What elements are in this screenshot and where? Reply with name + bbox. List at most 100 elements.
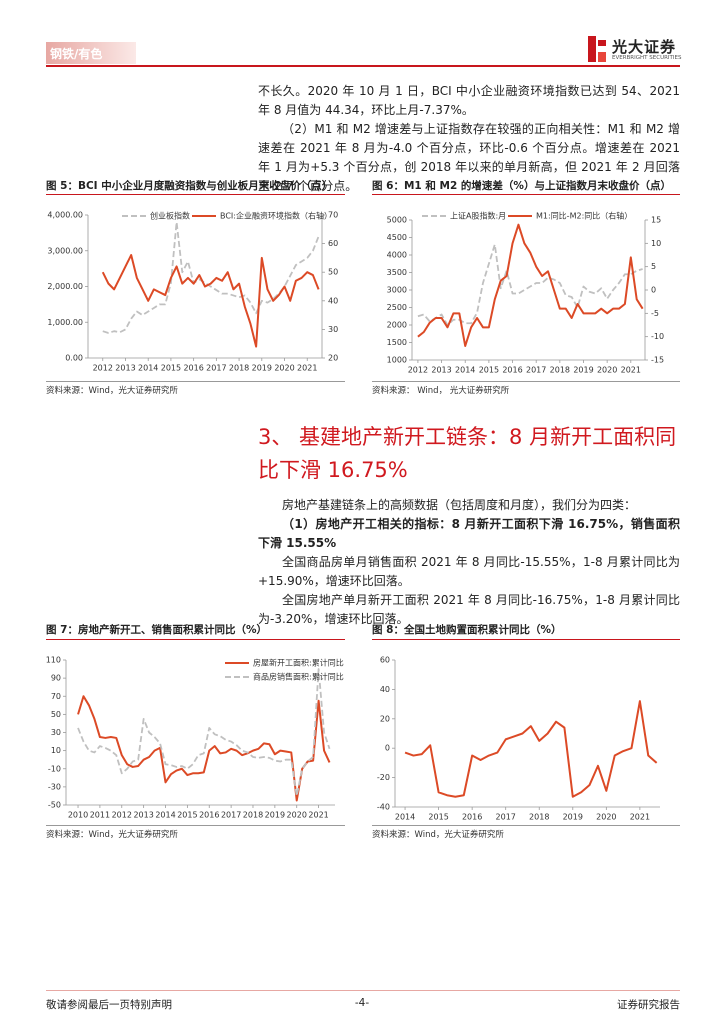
- y-tick-label: 3000: [387, 286, 407, 295]
- source-rule: [46, 825, 345, 826]
- x-tick-label: 2019: [573, 366, 593, 375]
- x-tick-label: 2015: [177, 811, 197, 820]
- section-label: 钢铁/有色: [50, 47, 103, 61]
- logo-mark: [598, 52, 606, 62]
- y2-tick-label: 70: [328, 211, 338, 220]
- series-line: [404, 700, 658, 798]
- paragraph: 全国房地产单月新开工面积 2021 年 8 月同比-16.75%，1-8 月累计…: [258, 593, 680, 626]
- figure-source: 资料来源：Wind，光大证券研究所: [46, 830, 178, 840]
- x-tick-label: 2014: [395, 813, 415, 822]
- paragraph: （1）房地产开工相关的指标：8 月新开工面积下滑 16.75%，销售面积下滑 1…: [258, 517, 680, 550]
- x-tick-label: 2014: [155, 811, 175, 820]
- y-tick-label: 2000: [387, 321, 407, 330]
- legend-label: BCI:企业融资环境指数（右轴）: [220, 211, 332, 221]
- x-tick-label: 2014: [455, 366, 475, 375]
- y-tick-label: -50: [48, 801, 61, 810]
- figure-caption: 图 6：M1 和 M2 的增速差（%）与上证指数月末收盘价（点）: [372, 180, 671, 192]
- source-rule: [372, 381, 680, 382]
- caption-rule: [46, 639, 345, 640]
- x-tick-label: 2021: [630, 813, 650, 822]
- series-line: [77, 695, 331, 802]
- caption-rule: [372, 194, 680, 195]
- y-tick-label: 4,000.00: [47, 211, 83, 220]
- y-tick-label: 1000: [387, 356, 407, 365]
- y-tick-label: 20: [380, 714, 390, 723]
- text-block: 房地产基建链条上的高频数据（包括周度和月度），我们分为四类： （1）房地产开工相…: [258, 496, 680, 629]
- y-tick-label: 2,000.00: [47, 282, 83, 291]
- x-tick-label: 2018: [229, 364, 249, 373]
- y-tick-label: 70: [51, 692, 61, 701]
- figure-source: 资料来源：Wind，光大证券研究所: [372, 830, 504, 840]
- y-tick-label: -40: [377, 803, 390, 812]
- footer-rule: [46, 990, 680, 991]
- logo-subtext: EVERBRIGHT SECURITIES: [612, 55, 682, 61]
- y-tick-label: 4500: [387, 233, 407, 242]
- x-tick-label: 2020: [596, 813, 616, 822]
- figure-caption: 图 5：BCI 中小企业月度融资指数与创业板月末收盘价（点）: [46, 180, 333, 192]
- y2-tick-label: 50: [328, 268, 338, 277]
- x-tick-label: 2021: [308, 811, 328, 820]
- x-tick-label: 2015: [428, 813, 448, 822]
- source-rule: [46, 381, 345, 382]
- y-tick-label: 40: [380, 685, 390, 694]
- x-tick-label: 2019: [252, 364, 272, 373]
- x-tick-label: 2013: [133, 811, 153, 820]
- y-tick-label: 1500: [387, 338, 407, 347]
- legend-label: 房屋新开工面积:累计同比: [253, 658, 344, 668]
- y-tick-label: 10: [51, 746, 61, 755]
- paragraph: （2）M1 和 M2 增速差与上证指数存在较强的正向相关性：M1 和 M2 增速…: [258, 122, 680, 193]
- y-tick-label: -20: [377, 773, 390, 782]
- y-tick-label: 0.00: [65, 354, 83, 363]
- legend-label: 创业板指数: [150, 211, 190, 221]
- logo-mark: [588, 36, 596, 62]
- legend-label: M1:同比-M2:同比（右轴）: [536, 211, 632, 221]
- x-tick-label: 2020: [597, 366, 617, 375]
- paragraph: 房地产基建链条上的高频数据（包括周度和月度），我们分为四类：: [282, 498, 637, 512]
- x-tick-label: 2017: [221, 811, 241, 820]
- x-tick-label: 2018: [529, 813, 549, 822]
- x-tick-label: 2019: [265, 811, 285, 820]
- series-line: [102, 221, 320, 334]
- series-line: [417, 243, 643, 326]
- y-tick-label: 30: [51, 728, 61, 737]
- y2-tick-label: -5: [651, 309, 659, 318]
- y-tick-label: 4000: [387, 251, 407, 260]
- y-tick-label: 0: [385, 744, 390, 753]
- y-tick-label: 3,000.00: [47, 246, 83, 255]
- x-tick-label: 2017: [526, 366, 546, 375]
- paragraph: 不长久。2020 年 10 月 1 日，BCI 中小企业融资环境指数已达到 54…: [258, 84, 680, 117]
- section-tab: [46, 42, 136, 64]
- y2-tick-label: 0: [651, 286, 656, 295]
- x-tick-label: 2016: [199, 811, 219, 820]
- y-tick-label: 60: [380, 656, 390, 665]
- text-block: 不长久。2020 年 10 月 1 日，BCI 中小企业融资环境指数已达到 54…: [258, 82, 680, 196]
- x-tick-label: 2012: [112, 811, 132, 820]
- x-tick-label: 2021: [297, 364, 317, 373]
- x-tick-label: 2014: [138, 364, 158, 373]
- section-heading: 3、 基建地产新开工链条：8 月新开工面积同: [258, 425, 677, 449]
- legend-label: 上证A股指数:月: [450, 211, 506, 221]
- footer-right: 证券研究报告: [617, 999, 680, 1011]
- caption-rule: [46, 194, 345, 195]
- y2-tick-label: 20: [328, 354, 338, 363]
- x-tick-label: 2013: [115, 364, 135, 373]
- x-tick-label: 2016: [502, 366, 522, 375]
- x-tick-label: 2011: [90, 811, 110, 820]
- x-tick-label: 2017: [206, 364, 226, 373]
- y-tick-label: 90: [51, 674, 61, 683]
- logo-text: 光大证券: [612, 38, 677, 56]
- x-tick-label: 2019: [563, 813, 583, 822]
- legend-label: 商品房销售面积:累计同比: [253, 672, 344, 682]
- figure-caption: 图 8：全国土地购置面积累计同比（%）: [372, 624, 562, 636]
- y-tick-label: 5000: [387, 216, 407, 225]
- x-tick-label: 2015: [161, 364, 181, 373]
- y2-tick-label: 40: [328, 296, 338, 305]
- y2-tick-label: 10: [651, 239, 661, 248]
- x-tick-label: 2020: [287, 811, 307, 820]
- x-tick-label: 2017: [496, 813, 516, 822]
- y-tick-label: -10: [48, 764, 61, 773]
- logo-mark: [598, 40, 606, 46]
- series-line: [417, 223, 644, 347]
- series-line: [77, 668, 331, 797]
